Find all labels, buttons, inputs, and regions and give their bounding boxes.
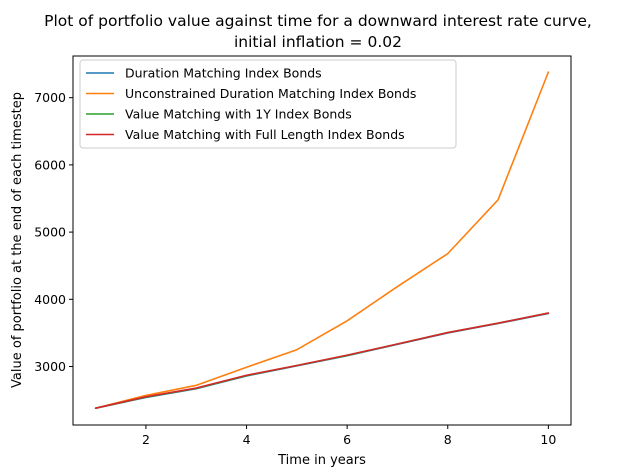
- legend: Duration Matching Index Bonds Unconstrain…: [79, 59, 457, 149]
- legend-label-4: Value Matching with Full Length Index Bo…: [125, 127, 405, 142]
- x-axis-label: Time in years: [277, 453, 366, 468]
- y-axis-ticks: 3000 4000 5000 6000 7000: [34, 90, 73, 374]
- y-tick-label: 7000: [34, 90, 66, 105]
- x-tick-label: 2: [142, 432, 150, 447]
- series-line-2: [94, 71, 550, 410]
- series-lines: [94, 71, 550, 410]
- x-tick-label: 8: [444, 432, 452, 447]
- x-axis-ticks: 2 4 6 8 10: [142, 425, 556, 447]
- chart-subtitle: initial inflation = 0.02: [234, 33, 402, 51]
- plot-area: 2 4 6 8 10 3000 4000 5000 6000 7000: [34, 55, 572, 447]
- y-tick-label: 4000: [34, 292, 66, 307]
- legend-frame: [79, 59, 457, 149]
- x-tick-label: 10: [540, 432, 556, 447]
- chart-title: Plot of portfolio value against time for…: [44, 12, 592, 30]
- chart-title-group: Plot of portfolio value against time for…: [44, 12, 592, 51]
- y-tick-label: 3000: [34, 359, 66, 374]
- x-tick-label: 4: [243, 432, 251, 447]
- legend-label-3: Value Matching with 1Y Index Bonds: [125, 107, 352, 122]
- series-line-4: [94, 312, 550, 410]
- y-axis-label: Value of portfolio at the end of each ti…: [10, 92, 25, 388]
- y-tick-label: 6000: [34, 157, 66, 172]
- x-tick-label: 6: [343, 432, 351, 447]
- legend-label-2: Unconstrained Duration Matching Index Bo…: [125, 86, 416, 101]
- legend-label-1: Duration Matching Index Bonds: [125, 66, 322, 81]
- plot-frame: [72, 55, 572, 426]
- y-tick-label: 5000: [34, 225, 66, 240]
